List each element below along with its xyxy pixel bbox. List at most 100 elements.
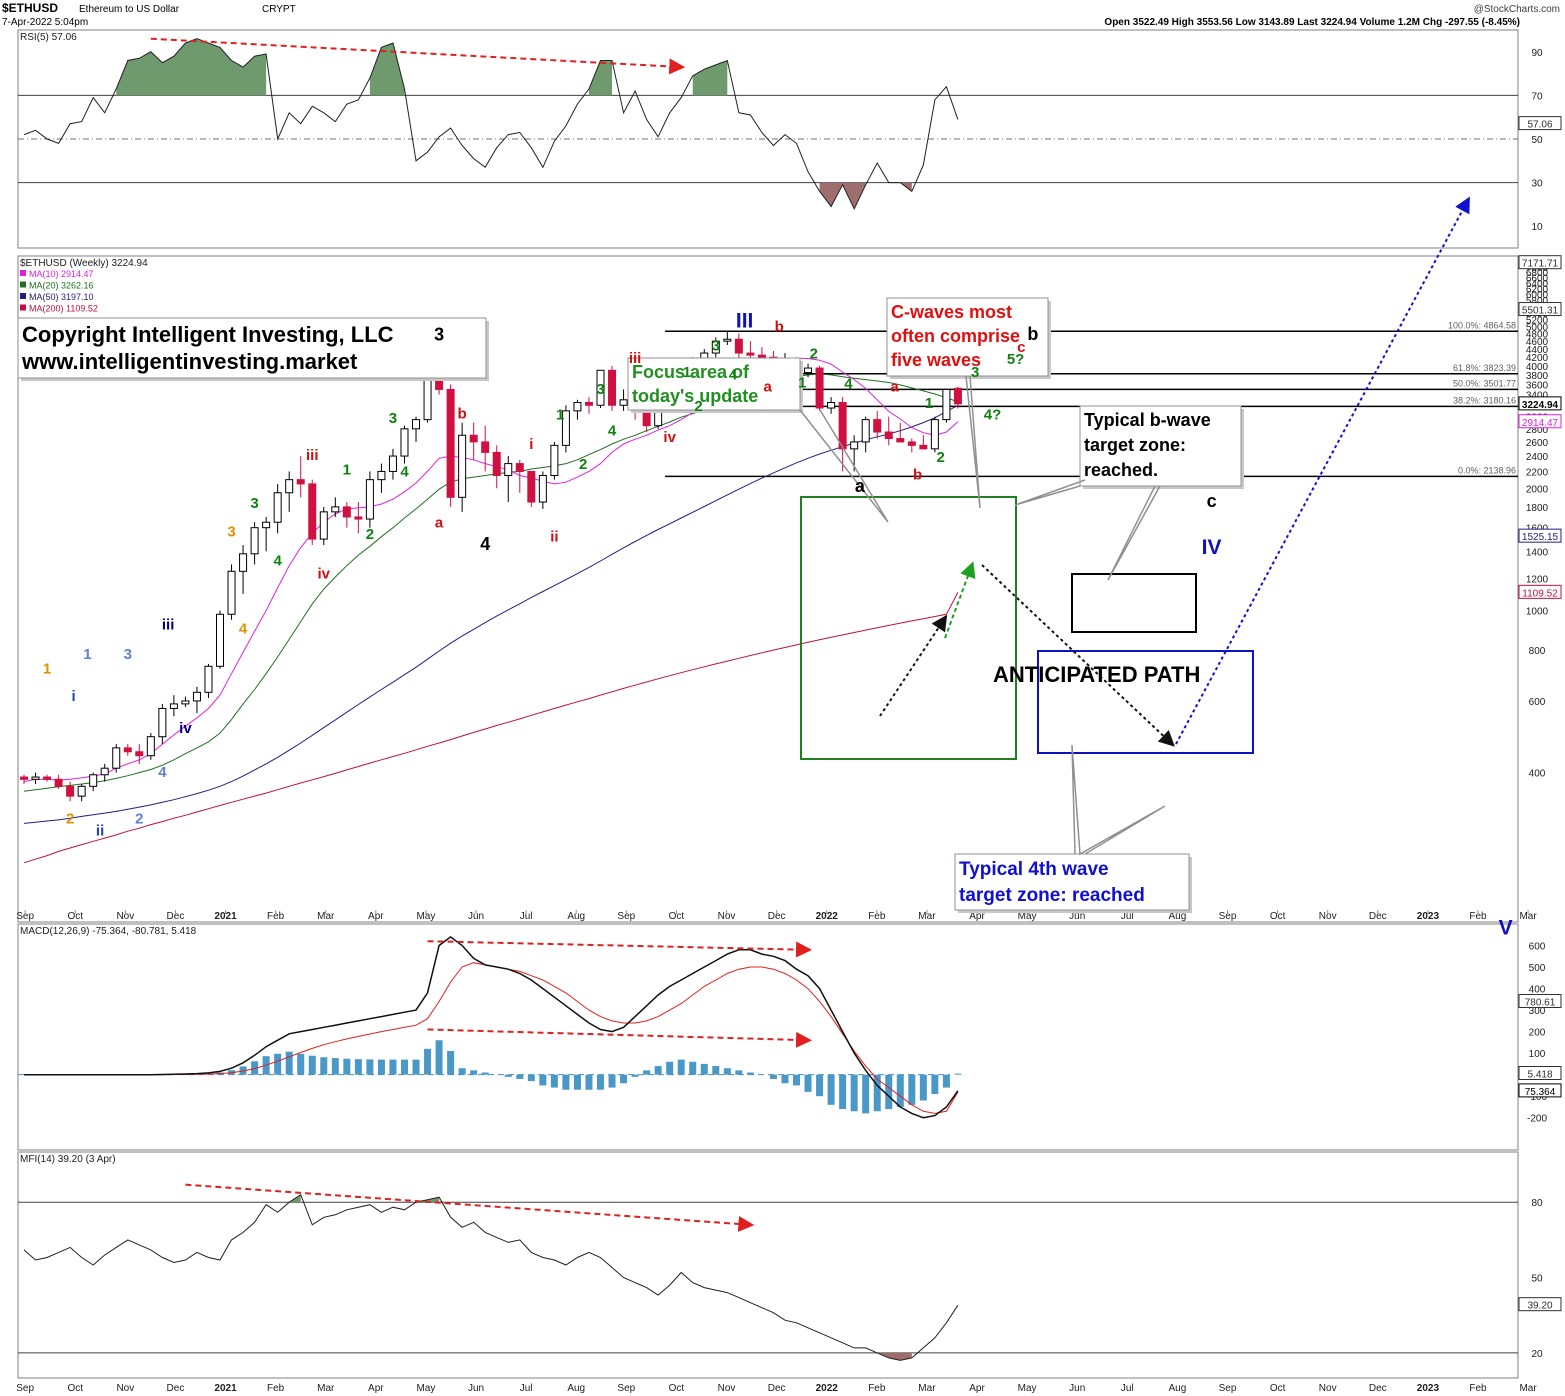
- price-x-tick-label: Nov: [116, 911, 134, 922]
- candle-body: [711, 340, 720, 354]
- candle-body: [112, 747, 121, 769]
- price-x-tick-label: Dec: [768, 911, 786, 922]
- header-quote: Open 3522.49 High 3553.56 Low 3143.89 La…: [1104, 17, 1520, 28]
- macd-right-label: 780.61: [1525, 997, 1556, 1008]
- panel-frame-mfi: [17, 1151, 1519, 1379]
- panel-frame-price: [17, 255, 1519, 923]
- candle-body: [262, 521, 271, 529]
- price-tick-label: 5000: [1526, 322, 1549, 333]
- bottom-x-tick-label: Oct: [669, 1383, 685, 1394]
- wave-projection-arrow: [879, 614, 948, 717]
- candle-body: [181, 700, 190, 705]
- wave-label: 3: [971, 364, 979, 381]
- wave-label: iv: [318, 566, 331, 583]
- bottom-x-tick-label: Apr: [368, 1383, 384, 1394]
- price-x-tick-label: Mar: [317, 911, 335, 922]
- wave-label: ii: [96, 823, 104, 840]
- bottom-x-tick-label: Sep: [617, 1383, 635, 1394]
- macd-histogram-bar: [435, 1040, 443, 1075]
- macd-histogram-bar: [677, 1059, 685, 1075]
- macd-histogram-bar: [320, 1057, 328, 1075]
- price-right-label-box: [1518, 396, 1562, 411]
- price-tick-label: 4800: [1526, 330, 1549, 341]
- macd-histogram-bar: [447, 1050, 455, 1075]
- c-wave-callout-text: five waves: [891, 350, 981, 370]
- candle-body: [723, 338, 732, 342]
- macd-tick-label: 400: [1529, 985, 1546, 996]
- macd-histogram-bar: [908, 1074, 916, 1105]
- candle-body: [734, 338, 743, 354]
- wave-label: b: [1027, 324, 1038, 344]
- macd-histogram-bar: [666, 1061, 674, 1075]
- price-tick-label: 1000: [1526, 607, 1549, 618]
- c-wave-pointer: [965, 375, 981, 509]
- macd-histogram-bar: [862, 1074, 870, 1114]
- wave-label: 2: [366, 526, 374, 543]
- macd-histogram-bar: [458, 1068, 466, 1075]
- price-tick-label: 4000: [1526, 362, 1549, 373]
- bottom-x-tick-label: Sep: [1219, 1383, 1237, 1394]
- macd-line: [24, 935, 959, 1119]
- wave-label: i: [529, 436, 533, 453]
- price-tick-label: 3600: [1526, 380, 1549, 391]
- price-x-tick-label: Jun: [1069, 911, 1085, 922]
- header-date: 7-Apr-2022 5:04pm: [2, 17, 88, 28]
- macd-histogram-bar: [816, 1074, 824, 1097]
- price-right-label: 3224.94: [1522, 400, 1559, 411]
- macd-title: MACD(12,26,9) -75.364, -80.781, 5.418: [20, 926, 197, 937]
- bottom-x-tick-label: Feb: [868, 1383, 886, 1394]
- candle-body: [354, 516, 363, 520]
- mfi-line: [23, 1193, 959, 1361]
- focus-callout-text: Focus area of: [632, 362, 750, 382]
- mfi-tick-label: 50: [1531, 1274, 1543, 1285]
- macd-histogram-bar: [746, 1072, 754, 1075]
- bottom-x-tick-label: Nov: [116, 1383, 134, 1394]
- macd-histogram-bar: [550, 1074, 558, 1088]
- wave-label: iii: [629, 350, 642, 367]
- macd-tick-label: -200: [1527, 1114, 1547, 1125]
- price-x-tick-label: Jul: [520, 911, 533, 922]
- macd-histogram-bar: [562, 1074, 570, 1090]
- macd-histogram-bar: [654, 1066, 662, 1075]
- fourth-wave-callout-box: [954, 853, 1190, 911]
- candle-body: [838, 402, 847, 450]
- wave-label: 1: [798, 374, 806, 391]
- bottom-x-tick-label: May: [416, 1383, 435, 1394]
- macd-histogram-bar: [723, 1068, 731, 1075]
- price-x-tick-label: Sep: [16, 911, 34, 922]
- macd-histogram-bar: [412, 1059, 420, 1075]
- bottom-x-tick-label: Dec: [167, 1383, 185, 1394]
- macd-right-label: 75.364: [1525, 1087, 1556, 1098]
- candle-body: [89, 774, 98, 787]
- mfi-title: MFI(14) 39.20 (3 Apr): [20, 1154, 116, 1165]
- rsi-last-label: 57.06: [1527, 120, 1552, 131]
- bottom-x-tick-label: Oct: [67, 1383, 83, 1394]
- wave-label: IV: [1202, 536, 1222, 559]
- macd-divergence-arrow: [427, 940, 813, 958]
- price-tick-label: 6200: [1526, 284, 1549, 295]
- candle-body: [273, 492, 282, 523]
- price-right-label-box: [1518, 528, 1562, 543]
- rsi-tick-label: 70: [1531, 91, 1543, 102]
- bottom-x-tick-label: Apr: [969, 1383, 985, 1394]
- price-tick-label: 3800: [1526, 371, 1549, 382]
- candle-body: [850, 441, 859, 450]
- wave-label: 1: [925, 395, 933, 412]
- candle-body: [930, 419, 939, 450]
- macd-histogram-bar: [942, 1074, 950, 1088]
- wave-label: 2: [579, 456, 587, 473]
- candle-body: [873, 419, 882, 433]
- macd-histogram-bar: [539, 1074, 547, 1086]
- header-name: Ethereum to US Dollar: [79, 4, 180, 15]
- legend-label: MA(200) 1109.52: [29, 304, 98, 314]
- b-wave-callout-text: Typical b-wave: [1084, 410, 1211, 430]
- price-tick-label: 5200: [1526, 315, 1549, 326]
- candle-body: [469, 434, 478, 443]
- candle-body: [884, 431, 893, 440]
- wave-label: 3: [389, 410, 397, 427]
- mfi-last-label-box: [1518, 1297, 1562, 1312]
- price-x-tick-label: Oct: [1270, 911, 1286, 922]
- panel-frame-macd: [17, 923, 1519, 1151]
- price-x-tick-label: Mar: [1519, 911, 1537, 922]
